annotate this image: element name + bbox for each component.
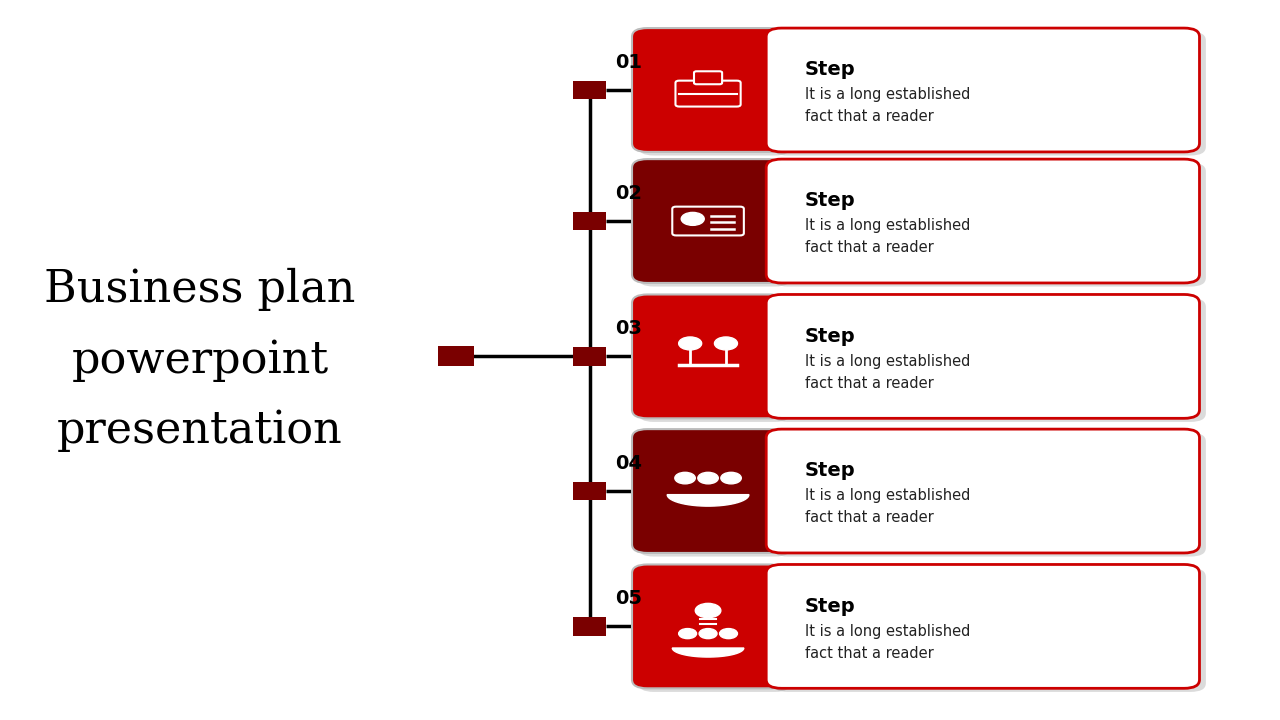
Circle shape bbox=[695, 603, 721, 618]
Text: 01: 01 bbox=[616, 53, 643, 72]
FancyBboxPatch shape bbox=[632, 159, 785, 283]
FancyBboxPatch shape bbox=[767, 294, 1199, 418]
FancyBboxPatch shape bbox=[773, 298, 1206, 422]
Circle shape bbox=[678, 337, 701, 350]
Text: 03: 03 bbox=[616, 320, 643, 338]
FancyBboxPatch shape bbox=[639, 32, 791, 156]
FancyBboxPatch shape bbox=[773, 568, 1206, 692]
FancyBboxPatch shape bbox=[573, 617, 607, 636]
Text: It is a long established
fact that a reader: It is a long established fact that a rea… bbox=[805, 624, 970, 661]
FancyBboxPatch shape bbox=[573, 81, 607, 99]
FancyBboxPatch shape bbox=[767, 28, 1199, 152]
FancyBboxPatch shape bbox=[672, 207, 744, 235]
Text: 04: 04 bbox=[616, 454, 643, 473]
Text: It is a long established
fact that a reader: It is a long established fact that a rea… bbox=[805, 87, 970, 125]
Circle shape bbox=[698, 472, 718, 484]
Circle shape bbox=[699, 629, 717, 639]
Text: Step: Step bbox=[805, 462, 855, 480]
FancyBboxPatch shape bbox=[639, 568, 791, 692]
FancyBboxPatch shape bbox=[773, 32, 1206, 156]
Text: 02: 02 bbox=[616, 184, 643, 203]
Circle shape bbox=[714, 337, 737, 350]
Circle shape bbox=[721, 472, 741, 484]
FancyBboxPatch shape bbox=[632, 28, 785, 152]
FancyBboxPatch shape bbox=[573, 482, 607, 500]
Circle shape bbox=[678, 629, 696, 639]
Text: 05: 05 bbox=[616, 590, 643, 608]
Circle shape bbox=[719, 629, 737, 639]
Text: It is a long established
fact that a reader: It is a long established fact that a rea… bbox=[805, 488, 970, 526]
Text: It is a long established
fact that a reader: It is a long established fact that a rea… bbox=[805, 218, 970, 256]
FancyBboxPatch shape bbox=[676, 81, 741, 107]
FancyBboxPatch shape bbox=[639, 433, 791, 557]
FancyBboxPatch shape bbox=[632, 429, 785, 553]
Text: It is a long established
fact that a reader: It is a long established fact that a rea… bbox=[805, 354, 970, 391]
Polygon shape bbox=[667, 495, 749, 506]
FancyBboxPatch shape bbox=[773, 433, 1206, 557]
FancyBboxPatch shape bbox=[639, 163, 791, 287]
FancyBboxPatch shape bbox=[639, 298, 791, 422]
FancyBboxPatch shape bbox=[767, 429, 1199, 553]
Polygon shape bbox=[672, 648, 744, 657]
FancyBboxPatch shape bbox=[773, 163, 1206, 287]
FancyBboxPatch shape bbox=[632, 294, 785, 418]
FancyBboxPatch shape bbox=[694, 71, 722, 84]
FancyBboxPatch shape bbox=[573, 212, 607, 230]
FancyBboxPatch shape bbox=[438, 346, 474, 366]
Circle shape bbox=[675, 472, 695, 484]
Text: Step: Step bbox=[805, 60, 855, 79]
Text: Step: Step bbox=[805, 597, 855, 616]
Text: Step: Step bbox=[805, 327, 855, 346]
Circle shape bbox=[681, 212, 704, 225]
FancyBboxPatch shape bbox=[632, 564, 785, 688]
FancyBboxPatch shape bbox=[767, 564, 1199, 688]
Text: Business plan
powerpoint
presentation: Business plan powerpoint presentation bbox=[45, 268, 356, 452]
FancyBboxPatch shape bbox=[573, 347, 607, 366]
FancyBboxPatch shape bbox=[767, 159, 1199, 283]
Text: Step: Step bbox=[805, 192, 855, 210]
